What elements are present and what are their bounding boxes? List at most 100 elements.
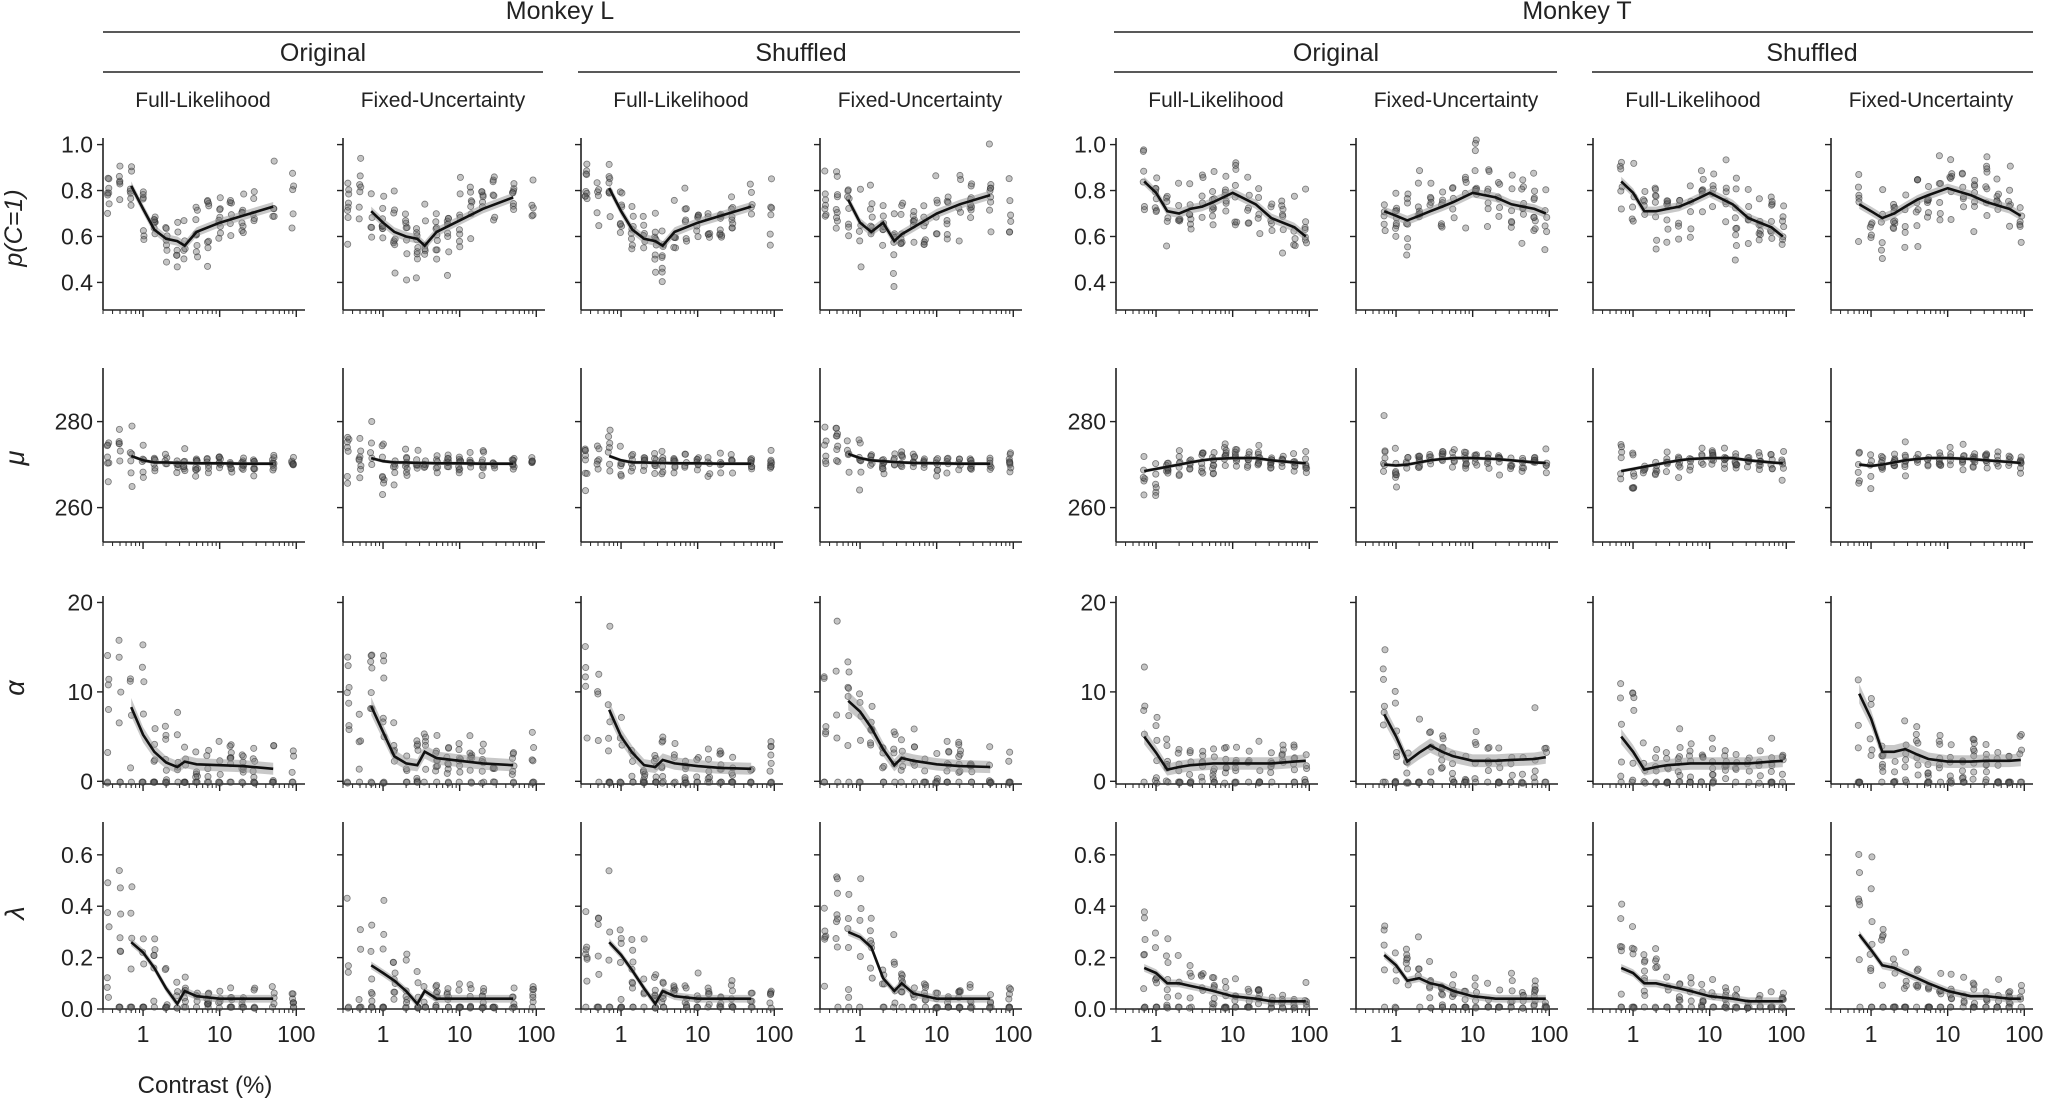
data-point	[1969, 463, 1977, 471]
data-point	[1902, 756, 1910, 764]
x-tick-label: 1	[1390, 1021, 1403, 1047]
data-point	[1245, 747, 1253, 755]
data-point	[694, 969, 702, 977]
data-point	[1960, 203, 1968, 211]
panel: 1 10 100	[1825, 822, 2043, 1047]
data-point	[1141, 1003, 1149, 1011]
data-point	[1187, 778, 1195, 786]
data-point	[355, 215, 363, 223]
data-point	[1231, 975, 1239, 983]
data-point	[1879, 925, 1887, 933]
data-point	[529, 211, 537, 219]
data-point	[1007, 449, 1015, 457]
data-point	[843, 446, 851, 454]
data-point	[1152, 460, 1160, 468]
data-point	[682, 984, 690, 992]
data-point	[1427, 1004, 1435, 1012]
data-point	[728, 193, 736, 201]
data-point	[480, 448, 488, 456]
data-point	[1139, 147, 1147, 155]
data-point	[955, 738, 963, 746]
data-point	[868, 702, 876, 710]
data-point	[1472, 1003, 1480, 1011]
data-point	[390, 187, 398, 195]
data-point	[967, 214, 975, 222]
data-point	[356, 778, 364, 786]
data-point	[1245, 1003, 1253, 1011]
data-point	[910, 208, 918, 216]
data-point	[367, 947, 375, 955]
data-point	[250, 188, 258, 196]
data-point	[1415, 965, 1423, 973]
data-point	[1495, 744, 1503, 752]
data-point	[1878, 981, 1886, 989]
data-point	[1152, 208, 1160, 216]
data-point	[368, 461, 376, 469]
data-point	[529, 991, 537, 999]
data-point	[640, 244, 648, 252]
panel: 1 10 100	[1587, 822, 1805, 1047]
data-point	[227, 984, 235, 992]
data-point	[173, 978, 181, 986]
row-labels: p(C=1) μ α λ	[0, 189, 30, 921]
data-point	[357, 447, 365, 455]
data-point	[1663, 448, 1671, 456]
data-point	[1141, 936, 1149, 944]
data-point	[1662, 468, 1670, 476]
data-point	[356, 474, 364, 482]
data-point	[652, 773, 660, 781]
data-point	[956, 171, 964, 179]
data-point	[833, 191, 841, 199]
data-point	[1936, 1003, 1944, 1011]
data-point	[1186, 465, 1194, 473]
data-point	[1483, 223, 1491, 231]
data-point	[390, 481, 398, 489]
data-point	[1925, 1003, 1933, 1011]
panel	[1587, 596, 1795, 791]
data-point	[270, 451, 278, 459]
data-point	[985, 140, 993, 148]
data-point	[529, 983, 537, 991]
data-point	[1542, 469, 1550, 477]
data-point	[616, 229, 624, 237]
data-point	[1878, 239, 1886, 247]
data-point	[1152, 1003, 1160, 1011]
data-point	[1186, 770, 1194, 778]
data-point	[1994, 462, 2002, 470]
data-point	[1914, 761, 1922, 769]
data-point	[681, 776, 689, 784]
data-point	[1302, 979, 1310, 987]
data-point	[345, 726, 353, 734]
data-point	[1698, 208, 1706, 216]
data-point	[529, 778, 537, 786]
data-point	[1267, 464, 1275, 472]
data-point	[606, 467, 614, 475]
data-point	[1868, 1003, 1876, 1011]
data-point	[716, 779, 724, 787]
data-point	[1675, 235, 1683, 243]
data-point	[1651, 198, 1659, 206]
data-point	[1199, 449, 1207, 457]
x-tick-label: 1	[137, 1021, 150, 1047]
data-point	[659, 733, 667, 741]
data-point	[1268, 227, 1276, 235]
data-point	[1233, 218, 1241, 226]
data-point	[1768, 465, 1776, 473]
data-point	[378, 472, 386, 480]
data-point	[174, 708, 182, 716]
data-point	[1890, 224, 1898, 232]
data-point	[593, 460, 601, 468]
data-point	[1301, 778, 1309, 786]
data-point	[528, 728, 536, 736]
data-point	[1709, 745, 1717, 753]
data-point	[868, 974, 876, 982]
data-point	[1879, 1003, 1887, 1011]
data-point	[890, 728, 898, 736]
data-point	[174, 778, 182, 786]
data-point	[921, 1003, 929, 1011]
model-title: Fixed-Uncertainty	[361, 89, 526, 112]
data-point	[193, 241, 201, 249]
data-point	[356, 172, 364, 180]
y-tick-label: 0.6	[61, 842, 93, 868]
data-point	[1947, 156, 1955, 164]
